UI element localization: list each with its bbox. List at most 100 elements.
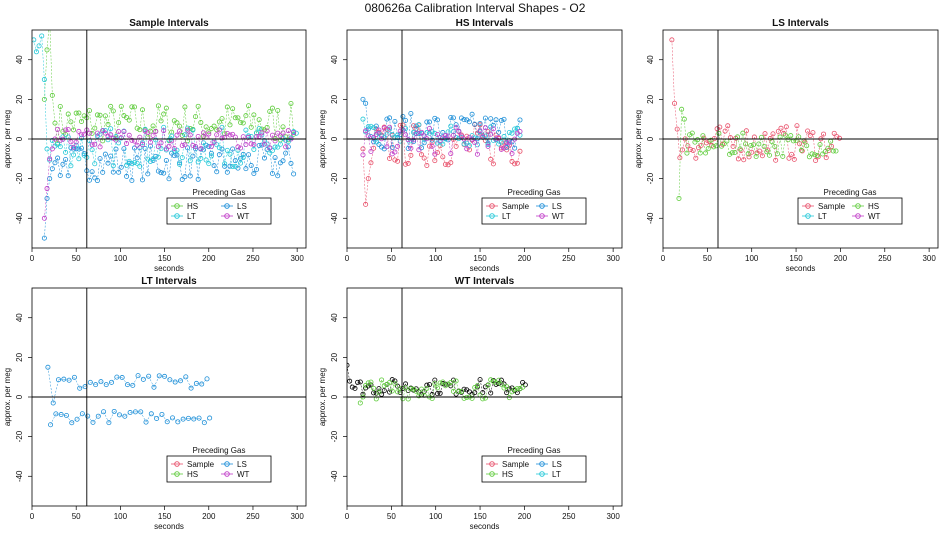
series-segment bbox=[498, 380, 502, 385]
data-point bbox=[456, 389, 462, 395]
series-segment bbox=[211, 141, 215, 156]
data-point bbox=[732, 149, 738, 155]
data-point bbox=[485, 142, 491, 148]
series-segment bbox=[288, 146, 292, 164]
series-segment bbox=[384, 119, 388, 149]
data-point bbox=[86, 138, 92, 144]
data-point bbox=[113, 137, 119, 143]
data-point bbox=[155, 154, 161, 160]
series-segment bbox=[796, 125, 800, 144]
series-segment bbox=[384, 384, 388, 391]
series-segment bbox=[431, 146, 436, 155]
legend-swatch-Sample bbox=[489, 203, 495, 209]
data-point bbox=[376, 127, 382, 133]
data-point bbox=[496, 135, 502, 141]
data-point bbox=[272, 144, 278, 150]
data-point bbox=[48, 18, 52, 22]
series-segment bbox=[221, 118, 225, 134]
data-point bbox=[156, 373, 162, 379]
data-point bbox=[434, 385, 440, 391]
series-segment bbox=[368, 162, 372, 179]
data-point bbox=[357, 379, 363, 385]
data-point bbox=[472, 390, 478, 396]
data-point bbox=[450, 129, 456, 135]
series-segment bbox=[213, 165, 217, 172]
data-point bbox=[730, 143, 736, 149]
data-point bbox=[275, 107, 281, 113]
series-segment bbox=[442, 138, 446, 145]
data-point bbox=[48, 422, 54, 428]
data-point bbox=[198, 155, 204, 161]
data-point bbox=[392, 135, 398, 141]
series-segment bbox=[469, 137, 473, 140]
series-segment bbox=[418, 391, 422, 396]
series-segment bbox=[261, 134, 265, 141]
data-point bbox=[272, 155, 278, 161]
series-segment bbox=[110, 128, 114, 166]
data-point bbox=[71, 127, 77, 133]
series-segment bbox=[55, 413, 62, 415]
data-point bbox=[368, 160, 374, 166]
data-point bbox=[384, 131, 390, 137]
series-segment bbox=[493, 380, 497, 385]
data-point bbox=[163, 146, 169, 152]
series-segment bbox=[204, 417, 210, 423]
data-point bbox=[95, 413, 101, 419]
data-point bbox=[448, 160, 454, 166]
series-segment bbox=[490, 118, 494, 126]
data-point bbox=[214, 169, 220, 175]
data-points bbox=[32, 18, 299, 241]
y-tick-label: 20 bbox=[330, 352, 339, 361]
series-segment bbox=[145, 413, 152, 423]
data-point bbox=[514, 160, 520, 166]
data-point bbox=[159, 411, 165, 417]
data-point bbox=[805, 128, 811, 134]
data-point bbox=[41, 77, 47, 83]
data-point bbox=[421, 140, 427, 146]
series-segment bbox=[167, 417, 173, 422]
data-point bbox=[674, 126, 680, 132]
data-point bbox=[259, 126, 265, 132]
x-tick-label: 200 bbox=[834, 254, 848, 263]
data-point bbox=[371, 385, 377, 391]
data-point bbox=[190, 127, 196, 133]
series-segment bbox=[817, 144, 821, 156]
x-axis-label: seconds bbox=[154, 264, 184, 273]
series-segment bbox=[671, 39, 675, 104]
series-segment bbox=[139, 147, 143, 180]
data-point bbox=[256, 142, 262, 148]
data-point bbox=[44, 186, 50, 192]
series-segment bbox=[62, 129, 66, 140]
series-segment bbox=[172, 417, 178, 423]
data-point bbox=[293, 130, 299, 136]
legend-label: LT bbox=[818, 212, 827, 221]
data-point bbox=[143, 419, 149, 425]
legend-swatch-LT bbox=[539, 471, 545, 477]
data-point bbox=[453, 125, 459, 131]
data-point bbox=[453, 122, 459, 128]
series-segment bbox=[70, 121, 74, 130]
data-point bbox=[432, 151, 438, 157]
data-point bbox=[207, 415, 213, 421]
series-segment bbox=[155, 105, 159, 132]
series-segment bbox=[477, 123, 481, 139]
series-segment bbox=[258, 128, 263, 136]
data-point bbox=[146, 373, 152, 379]
data-point bbox=[517, 117, 523, 123]
data-point bbox=[789, 151, 795, 157]
data-point bbox=[71, 144, 77, 150]
series-segment bbox=[86, 140, 90, 158]
data-point bbox=[147, 158, 153, 164]
series-segment bbox=[498, 141, 502, 145]
data-point bbox=[283, 144, 289, 150]
series-segment bbox=[208, 128, 212, 132]
data-point bbox=[373, 123, 379, 129]
data-point bbox=[384, 116, 390, 122]
legend-label: HS bbox=[187, 470, 198, 479]
data-point bbox=[167, 377, 173, 383]
data-point bbox=[135, 373, 141, 379]
data-point bbox=[424, 385, 430, 391]
x-tick-label: 100 bbox=[114, 512, 128, 521]
series-segment bbox=[163, 130, 167, 149]
